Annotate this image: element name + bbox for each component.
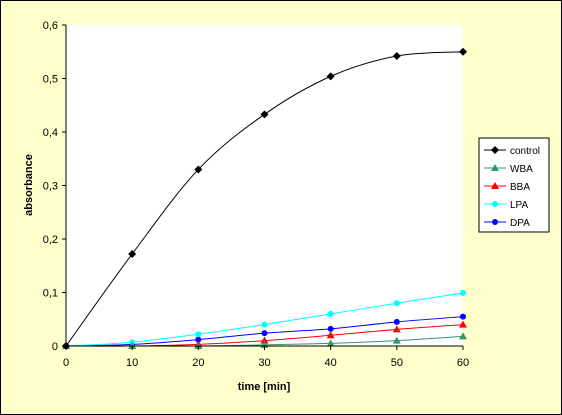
data-point-control (260, 110, 269, 119)
x-tick-label: 30 (258, 357, 270, 369)
y-tick-label: 0,4 (43, 127, 58, 139)
x-tick-label: 50 (391, 357, 403, 369)
data-point-dpa (393, 318, 400, 325)
data-point-wba (326, 339, 335, 347)
legend-label-wba: WBA (510, 164, 533, 175)
x-axis-title: time [min] (238, 381, 291, 393)
y-tick-label: 0,3 (43, 181, 58, 193)
x-tick-label: 60 (457, 357, 469, 369)
y-tick-label: 0,5 (43, 74, 58, 86)
legend-label-bba: BBA (510, 182, 530, 193)
legend: control WBA BBA LPA DPA (478, 137, 550, 233)
data-point-control (128, 249, 137, 258)
data-point-dpa (460, 313, 466, 320)
data-point-lpa (393, 300, 400, 307)
legend-label-lpa: LPA (510, 200, 528, 211)
x-tick-label: 20 (192, 357, 204, 369)
data-point-control (392, 52, 401, 61)
legend-box (478, 137, 550, 233)
data-point-lpa (261, 321, 268, 328)
data-point-control (459, 47, 467, 56)
legend-marker-lpa (492, 201, 498, 207)
data-point-control (326, 72, 335, 81)
data-point-lpa (460, 290, 466, 297)
legend-marker-wba (491, 164, 499, 171)
x-tick-label: 0 (63, 357, 69, 369)
data-point-wba (392, 336, 401, 344)
data-point-bba (392, 325, 401, 333)
y-tick-label: 0,1 (43, 288, 58, 300)
data-point-dpa (195, 336, 202, 343)
y-axis-title: absorbance (23, 154, 35, 216)
x-tick-label: 10 (126, 357, 138, 369)
plot-area (66, 25, 463, 346)
data-point-control (194, 165, 203, 174)
x-tick-label: 40 (325, 357, 337, 369)
data-point-bba (459, 320, 467, 328)
y-tick-label: 0,2 (43, 234, 58, 246)
data-point-bba (260, 336, 269, 344)
data-point-lpa (327, 310, 334, 317)
data-point-dpa (327, 325, 334, 332)
legend-marker-dpa (492, 219, 498, 225)
legend-label-dpa: DPA (510, 218, 530, 229)
y-tick-label: 0,6 (43, 20, 58, 32)
legend-marker-bba (491, 182, 499, 189)
data-point-dpa (261, 330, 268, 337)
legend-marker-control (491, 146, 499, 154)
data-point-lpa (195, 331, 202, 338)
legend-label-control: control (510, 146, 540, 157)
chart-axes: 0 10 20 30 40 50 60 0 0,1 0,2 0,3 0,4 0,5 0,6 (43, 20, 469, 369)
data-point-bba (326, 331, 335, 339)
data-point-wba (459, 332, 467, 340)
y-tick-label: 0 (52, 341, 58, 353)
